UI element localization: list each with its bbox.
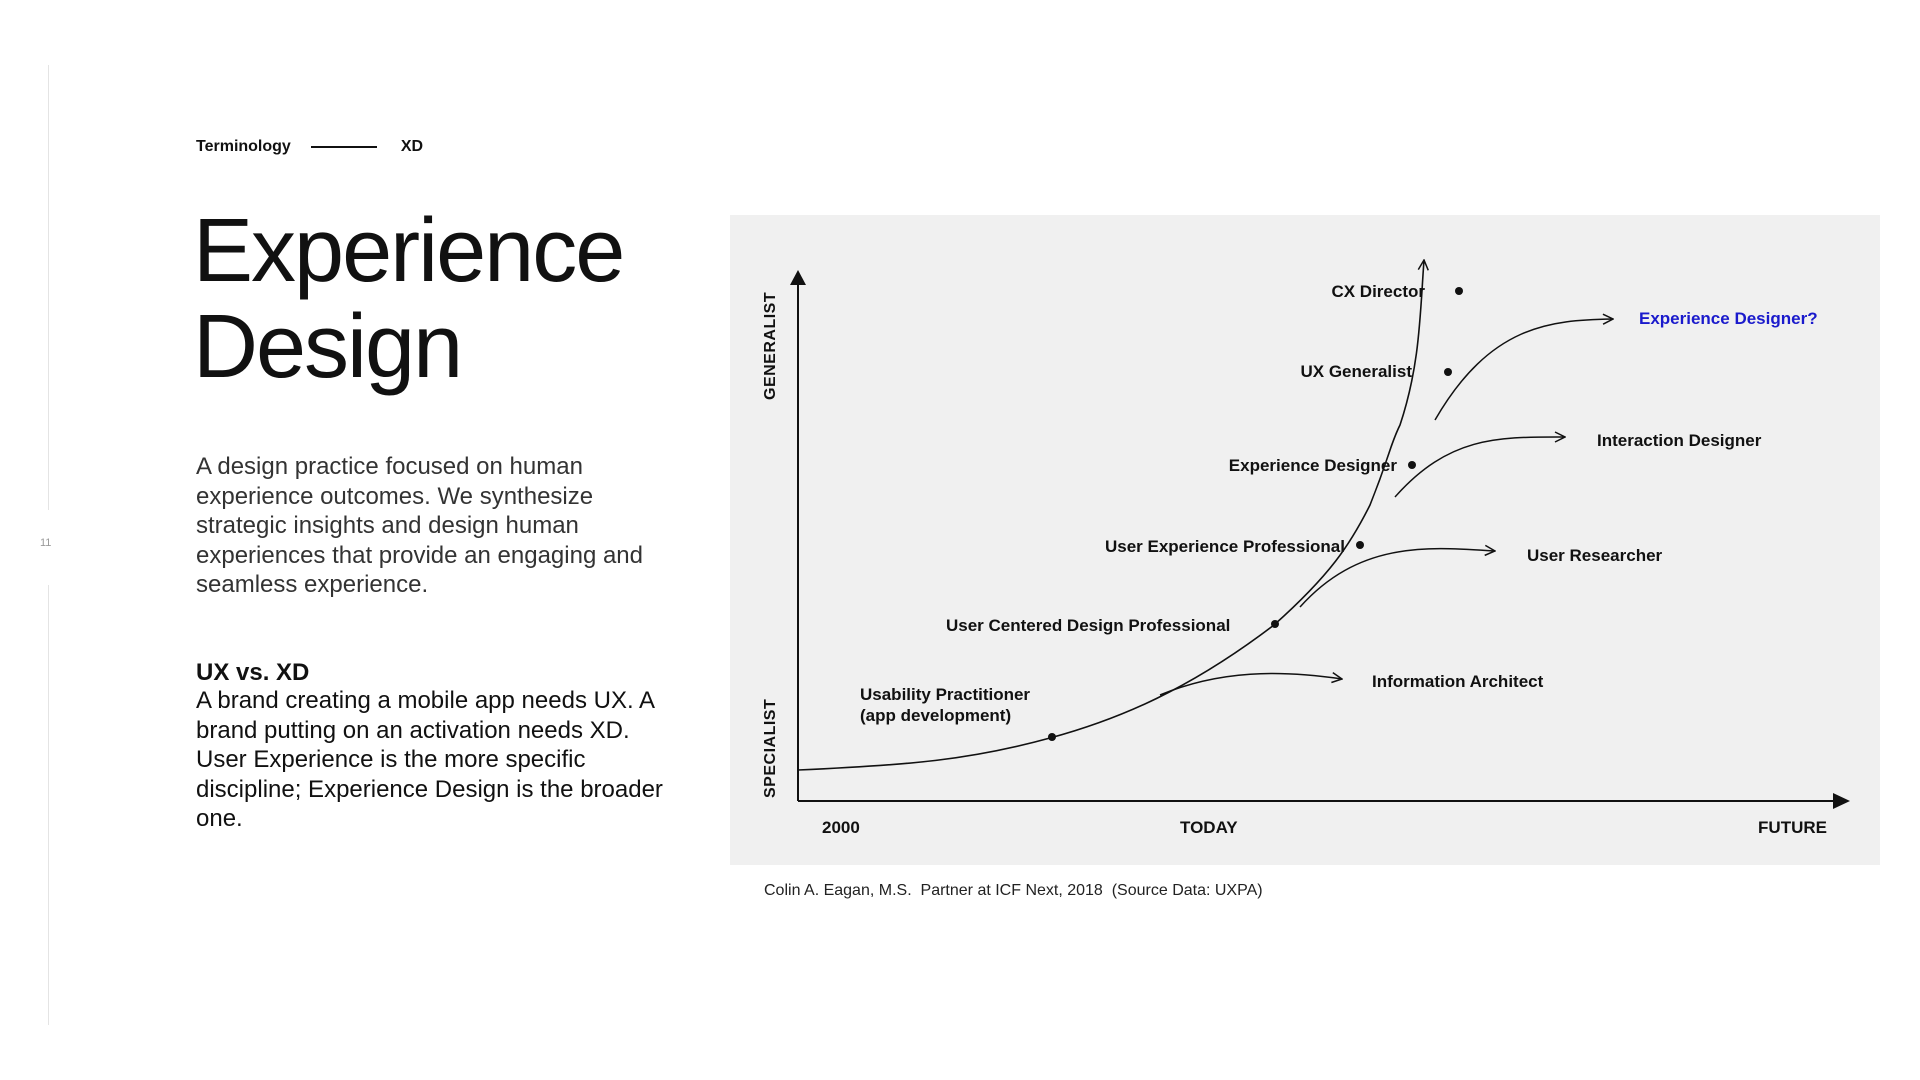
career-path-diagram: GENERALIST SPECIALIST 2000 TODAY FUTURE … bbox=[730, 215, 1880, 865]
x-tick-label-today: TODAY bbox=[1180, 818, 1238, 837]
intro-paragraph: A design practice focused on human exper… bbox=[196, 453, 643, 598]
milestone-dot-ux-generalist bbox=[1444, 368, 1452, 376]
breadcrumb-topic: XD bbox=[400, 138, 424, 155]
page-number: 11 bbox=[40, 537, 52, 549]
branch-curve-user-researcher bbox=[1299, 549, 1495, 608]
milestone-dot-ucd-professional bbox=[1271, 620, 1279, 628]
career-main-curve bbox=[797, 260, 1424, 771]
gutter-line-bottom bbox=[48, 585, 49, 1025]
breadcrumb-section: Terminology bbox=[196, 138, 291, 155]
milestone-dot-usability-practitioner bbox=[1048, 733, 1056, 741]
branch-curve-information-architect bbox=[1159, 674, 1342, 696]
milestone-dot-ux-professional bbox=[1356, 541, 1364, 549]
title-line-2: Design bbox=[193, 297, 463, 397]
page-title: Experience Design bbox=[193, 201, 625, 397]
comparison-body: A brand creating a mobile app needs UX. … bbox=[196, 687, 663, 832]
title-line-1: Experience bbox=[193, 201, 625, 301]
gutter-line-top bbox=[48, 65, 49, 510]
branch-label-experience-designer-future: Experience Designer? bbox=[1639, 309, 1818, 328]
x-axis-arrowhead bbox=[1833, 793, 1850, 809]
y-axis-label-top: GENERALIST bbox=[762, 292, 779, 400]
branch-curve-interaction-designer bbox=[1394, 437, 1565, 498]
branch-curve-experience-designer-future bbox=[1434, 319, 1613, 421]
milestone-dot-cx-director bbox=[1455, 287, 1463, 295]
x-tick-label-start: 2000 bbox=[822, 818, 860, 837]
branch-label-interaction-designer: Interaction Designer bbox=[1597, 431, 1762, 450]
x-tick-label-future: FUTURE bbox=[1758, 818, 1827, 837]
branch-label-user-researcher: User Researcher bbox=[1527, 546, 1663, 565]
y-axis-label-bottom: SPECIALIST bbox=[762, 699, 779, 798]
milestone-label-ux-professional: User Experience Professional bbox=[1105, 537, 1345, 556]
milestone-label-usability-practitioner: Usability Practitioner (app development) bbox=[860, 685, 1035, 725]
diagram-canvas: GENERALIST SPECIALIST 2000 TODAY FUTURE … bbox=[762, 215, 1850, 837]
source-caption: Colin A. Eagan, M.S. Partner at ICF Next… bbox=[764, 882, 1263, 899]
breadcrumb-divider bbox=[310, 146, 377, 148]
milestone-label-cx-director: CX Director bbox=[1331, 282, 1425, 301]
y-axis-arrowhead bbox=[790, 270, 806, 285]
milestone-label-ucd-professional: User Centered Design Professional bbox=[946, 616, 1230, 635]
comparison-heading: UX vs. XD bbox=[196, 659, 310, 686]
milestone-label-ux-generalist: UX Generalist bbox=[1301, 362, 1413, 381]
breadcrumb: Terminology XD bbox=[196, 136, 423, 158]
milestone-label-experience-designer: Experience Designer bbox=[1229, 456, 1398, 475]
branch-label-information-architect: Information Architect bbox=[1372, 672, 1544, 691]
milestone-dot-experience-designer bbox=[1408, 461, 1416, 469]
